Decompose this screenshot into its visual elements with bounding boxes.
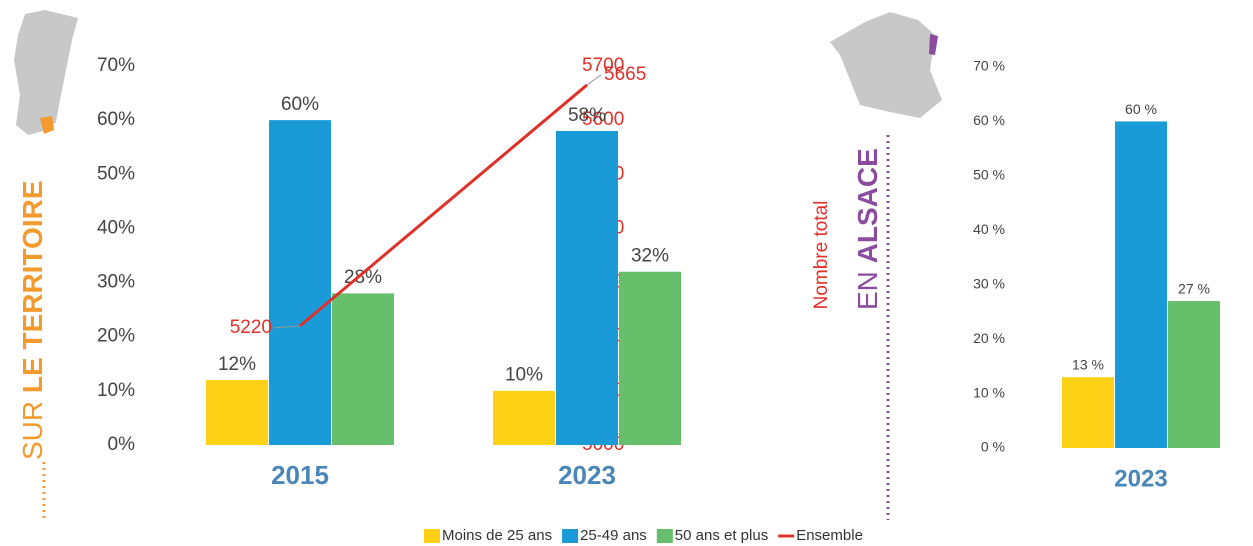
legend-label: 25-49 ans bbox=[580, 527, 647, 544]
y-tick-label: 40% bbox=[97, 217, 135, 238]
y-tick-label: 20% bbox=[97, 326, 135, 347]
legend-label: 50 ans et plus bbox=[675, 527, 768, 544]
data-label: 5665 bbox=[604, 64, 646, 85]
map-france bbox=[830, 12, 942, 118]
data-label: 58% bbox=[568, 105, 606, 126]
data-label: 28% bbox=[344, 267, 382, 288]
y-tick-label: 50 % bbox=[973, 167, 1005, 183]
legend-swatch bbox=[656, 529, 673, 543]
y-tick-label: 30% bbox=[97, 272, 135, 293]
legend-label: Ensemble bbox=[796, 527, 863, 544]
data-label: 13 % bbox=[1072, 357, 1104, 373]
map-highlight bbox=[40, 116, 54, 134]
side-title-light: EN bbox=[852, 271, 883, 310]
y-tick-label: 70% bbox=[97, 55, 135, 76]
y-tick-label: 50% bbox=[97, 163, 135, 184]
data-label: 12% bbox=[218, 354, 256, 375]
side-title-bold: ALSACE bbox=[852, 148, 883, 263]
y-tick-label: 30 % bbox=[973, 275, 1005, 291]
data-label: 60% bbox=[281, 94, 319, 115]
side-title-light: SUR bbox=[17, 401, 48, 460]
legend-swatch bbox=[562, 529, 579, 543]
y-tick-label: 0 % bbox=[981, 439, 1005, 455]
y-tick-label: 20 % bbox=[973, 330, 1005, 346]
leader-line bbox=[273, 325, 301, 329]
bar bbox=[1062, 377, 1114, 448]
bar bbox=[206, 380, 268, 445]
side-title: SUR LE TERRITOIRE bbox=[17, 180, 48, 460]
leader-line bbox=[586, 74, 602, 86]
y-tick-label: 10 % bbox=[973, 384, 1005, 400]
legend-label: Moins de 25 ans bbox=[442, 527, 552, 544]
side-title-bold: LE TERRITOIRE bbox=[17, 180, 48, 393]
data-label: 5220 bbox=[230, 317, 272, 338]
data-label: 32% bbox=[631, 246, 669, 267]
data-label: 27 % bbox=[1178, 281, 1210, 297]
bar bbox=[493, 390, 555, 445]
bar bbox=[269, 120, 331, 446]
y-tick-label: 70 % bbox=[973, 58, 1005, 74]
bar bbox=[556, 130, 618, 445]
bar bbox=[1115, 121, 1167, 448]
bar bbox=[332, 293, 394, 445]
y-tick-label: 10% bbox=[97, 380, 135, 401]
line bbox=[299, 83, 588, 328]
y-tick-label: 60% bbox=[97, 109, 135, 130]
side-title: EN ALSACE bbox=[852, 148, 883, 310]
x-tick-label: 2023 bbox=[558, 460, 616, 490]
x-tick-label: 2023 bbox=[1114, 465, 1167, 492]
map-highlight bbox=[929, 34, 938, 55]
y-tick-label: 0% bbox=[108, 434, 136, 455]
map-territory bbox=[14, 10, 78, 135]
y2-axis-label: Nombre total bbox=[811, 201, 832, 310]
y-tick-label: 40 % bbox=[973, 221, 1005, 237]
y-tick-label: 60 % bbox=[973, 112, 1005, 128]
data-label: 60 % bbox=[1125, 101, 1157, 117]
y2-tick-label: 5700 bbox=[582, 55, 624, 76]
bar bbox=[1168, 301, 1220, 448]
y2-tick-label: 5600 bbox=[582, 109, 624, 130]
data-label: 10% bbox=[505, 365, 543, 386]
legend-swatch bbox=[424, 529, 440, 543]
bar bbox=[619, 271, 681, 445]
x-tick-label: 2015 bbox=[271, 460, 329, 490]
